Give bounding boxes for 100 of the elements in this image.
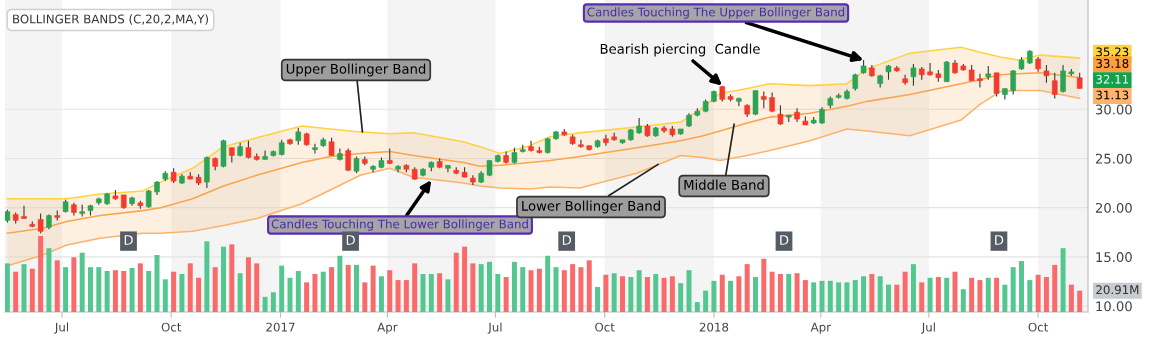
bar: [229, 244, 235, 312]
candlestick: [528, 140, 534, 153]
x-tick-label: Apr: [810, 322, 832, 334]
annotation: Bearish piercing Candle: [600, 43, 760, 57]
bar: [262, 296, 268, 312]
bar: [79, 252, 85, 312]
x-tick-label: Oct: [1028, 322, 1049, 332]
candlestick: [910, 63, 917, 87]
bar: [827, 280, 833, 312]
bar: [561, 270, 567, 312]
bar: [88, 267, 93, 312]
bar: [179, 274, 185, 312]
bar: [545, 255, 551, 312]
bar: [137, 263, 143, 312]
bar: [786, 274, 792, 312]
bar: [412, 263, 418, 312]
candlestick: [37, 213, 44, 234]
annotation: D: [346, 235, 355, 245]
bar: [761, 258, 767, 312]
x-tick-label: Oct: [595, 322, 615, 332]
y-tick-label: 10.00: [1096, 301, 1132, 312]
bar: [329, 267, 335, 312]
bar: [661, 277, 667, 312]
bar: [295, 270, 301, 312]
candlestick: [752, 89, 759, 116]
annotation: 32.11: [1096, 74, 1129, 84]
y-tick-label: 30.00: [1095, 104, 1132, 115]
bar: [245, 257, 251, 312]
bar: [944, 277, 950, 312]
annotation: 35.23: [1096, 47, 1129, 57]
candlestick: [902, 74, 908, 86]
annotation: Lower Bollinger Band: [522, 200, 660, 214]
bar: [221, 246, 226, 312]
bar: [886, 284, 891, 312]
bar: [104, 270, 110, 312]
bar: [1077, 290, 1083, 312]
bar: [678, 283, 684, 312]
bar: [1052, 264, 1058, 312]
annotation: D: [995, 235, 1004, 245]
bar: [753, 277, 758, 312]
bar: [1068, 284, 1074, 312]
bar: [1010, 267, 1016, 312]
bar: [378, 276, 384, 312]
y-tick-label: 15.00: [1096, 252, 1132, 263]
bar: [811, 282, 817, 312]
bar: [636, 270, 642, 312]
annotation: Middle Band: [684, 179, 764, 190]
candlestick: [603, 134, 609, 147]
bar: [46, 248, 52, 312]
bar: [1002, 284, 1008, 312]
bar: [894, 284, 900, 312]
bar: [844, 282, 850, 312]
bar: [312, 274, 318, 312]
bar: [387, 270, 393, 312]
bar: [254, 263, 260, 312]
bar: [1027, 280, 1033, 312]
bar: [1035, 274, 1041, 312]
bar: [403, 280, 409, 312]
bar: [304, 282, 310, 312]
bar: [96, 267, 102, 312]
bar: [503, 277, 509, 312]
bar: [644, 277, 650, 312]
bar: [902, 271, 908, 312]
bar: [736, 276, 742, 312]
candlestick: [736, 96, 742, 107]
bar: [38, 236, 44, 312]
bar: [1060, 248, 1066, 312]
bar: [536, 268, 542, 312]
bar: [54, 260, 60, 312]
candlestick: [21, 205, 27, 220]
bar: [13, 271, 19, 312]
annotation: D: [780, 235, 789, 245]
bar: [445, 279, 451, 312]
bar: [728, 280, 734, 312]
bar: [994, 277, 1000, 312]
bar: [794, 273, 800, 312]
x-tick-label: Oct: [161, 322, 182, 332]
bar: [703, 290, 709, 312]
bar: [836, 282, 842, 312]
annotation: 20.91M: [1096, 285, 1139, 295]
bar: [769, 271, 775, 312]
x-tick-label: Jul: [921, 322, 935, 334]
bar: [129, 267, 135, 312]
bar: [1019, 261, 1024, 312]
annotation: Candles Touching The Upper Bollinger Band: [587, 7, 845, 19]
bar: [744, 264, 750, 312]
candlestick: [977, 73, 983, 89]
bar: [777, 274, 783, 312]
bar: [478, 264, 484, 312]
bar: [345, 264, 351, 312]
y-tick-label: 25.00: [1095, 153, 1132, 164]
candlestick: [1060, 64, 1066, 94]
bar: [653, 274, 659, 312]
candlestick: [993, 72, 1000, 98]
bar: [586, 260, 592, 312]
bar: [470, 263, 476, 312]
bar: [595, 286, 601, 312]
candlestick: [943, 60, 950, 83]
candlestick: [927, 62, 933, 77]
annotation: Upper Bollinger Band: [286, 63, 426, 77]
